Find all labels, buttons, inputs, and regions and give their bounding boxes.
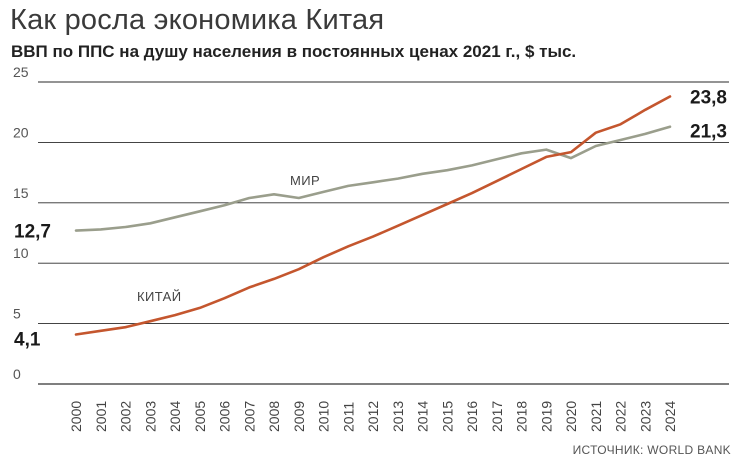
x-tick-label: 2022 bbox=[613, 401, 629, 432]
series-labels: 12,7 4,1 23,8 21,3 МИР КИТАЙ bbox=[14, 87, 727, 350]
chart-title: Как росла экономика Китая bbox=[10, 4, 385, 36]
x-axis-ticks: 2000 2001 2002 2003 2004 2005 2006 2007 2008 2009… bbox=[68, 401, 678, 432]
x-tick-label: 2019 bbox=[538, 401, 554, 432]
x-tick-label: 2021 bbox=[588, 401, 604, 432]
x-tick-label: 2003 bbox=[142, 401, 158, 432]
chart-subtitle: ВВП по ППС на душу населения в постоянны… bbox=[11, 42, 577, 61]
series-lines bbox=[74, 95, 672, 336]
x-tick-label: 2010 bbox=[316, 401, 332, 432]
x-tick-label: 2024 bbox=[662, 401, 678, 432]
x-tick-label: 2006 bbox=[217, 401, 233, 432]
x-tick-label: 2008 bbox=[266, 401, 282, 432]
y-tick-label: 20 bbox=[13, 124, 29, 140]
x-tick-label: 2009 bbox=[291, 401, 307, 432]
y-tick-label: 5 bbox=[13, 306, 21, 322]
x-tick-label: 2001 bbox=[93, 401, 109, 432]
x-tick-label: 2007 bbox=[241, 401, 257, 432]
x-tick-label: 2004 bbox=[167, 401, 183, 432]
x-tick-label: 2016 bbox=[464, 401, 480, 432]
source-note: ИСТОЧНИК: WORLD BANK bbox=[572, 443, 731, 457]
series-line-world bbox=[74, 125, 672, 232]
x-tick-label: 2018 bbox=[514, 401, 530, 432]
y-tick-label: 25 bbox=[13, 64, 29, 80]
x-tick-label: 2011 bbox=[340, 402, 356, 432]
y-tick-label: 10 bbox=[13, 245, 29, 261]
x-tick-label: 2013 bbox=[390, 401, 406, 432]
x-tick-label: 2015 bbox=[439, 401, 455, 432]
x-tick-label: 2000 bbox=[68, 401, 84, 432]
world-end-label: 21,3 bbox=[690, 122, 727, 143]
world-series-name: МИР bbox=[290, 173, 320, 188]
gridlines bbox=[38, 81, 729, 385]
y-tick-label: 15 bbox=[13, 185, 29, 201]
world-start-label: 12,7 bbox=[14, 222, 51, 243]
x-tick-label: 2017 bbox=[489, 401, 505, 432]
x-tick-label: 2020 bbox=[563, 401, 579, 432]
y-tick-label: 0 bbox=[13, 366, 21, 382]
series-line-china bbox=[74, 95, 672, 336]
x-tick-label: 2005 bbox=[192, 401, 208, 432]
x-tick-label: 2014 bbox=[415, 401, 431, 432]
china-end-label: 23,8 bbox=[690, 87, 727, 108]
x-tick-label: 2012 bbox=[365, 401, 381, 432]
china-series-name: КИТАЙ bbox=[137, 289, 181, 304]
china-start-label: 4,1 bbox=[14, 329, 41, 350]
x-tick-label: 2002 bbox=[118, 401, 134, 432]
x-tick-label: 2023 bbox=[637, 401, 653, 432]
y-axis-ticks: 0 5 10 15 20 25 bbox=[13, 64, 29, 382]
